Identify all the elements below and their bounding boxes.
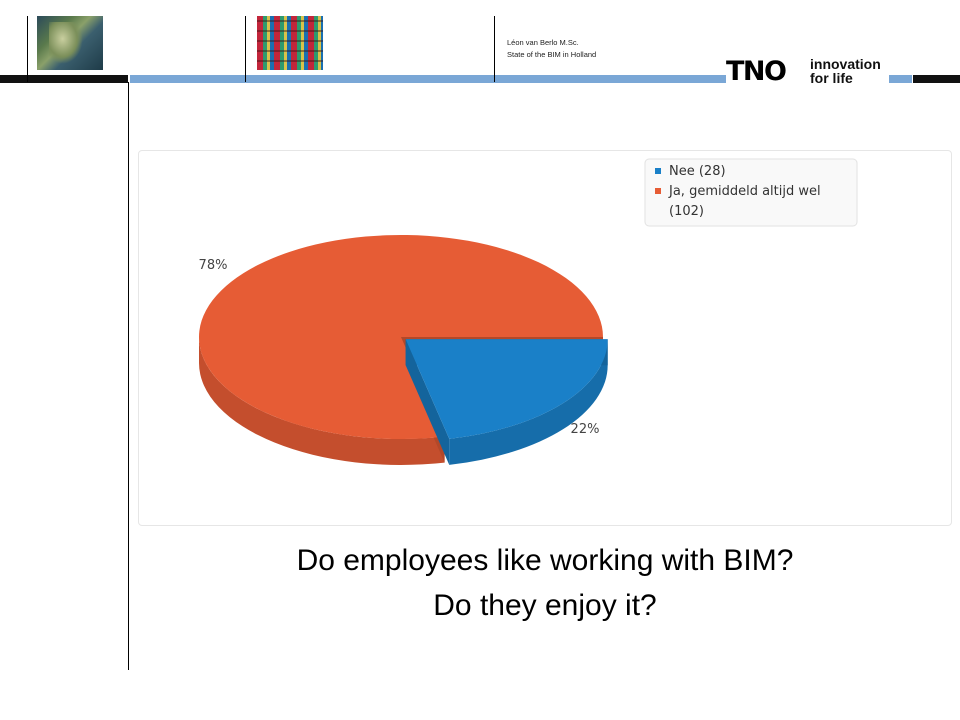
pie-percent-label-1: 78% <box>199 258 228 273</box>
header-divider-2 <box>245 16 246 82</box>
author-name: Léon van Berlo M.Sc. <box>507 38 579 47</box>
legend-swatch-1 <box>655 188 661 194</box>
pie-percent-label-0: 22% <box>571 422 600 437</box>
pie-slice-top-1 <box>199 235 604 439</box>
tno-tagline: innovation for life <box>810 57 889 85</box>
pie-slice-top-0 <box>405 339 608 439</box>
pie-slice-0 <box>405 339 608 465</box>
legend-swatch-0 <box>655 168 661 174</box>
pie-slice-wall-0-1 <box>405 339 450 465</box>
legend-label-0: Nee (28) <box>669 164 726 179</box>
header-rule-right <box>913 75 960 83</box>
question-line-2: Do they enjoy it? <box>433 589 657 622</box>
legend-label-1: Ja, gemiddeld altijd wel <box>668 184 821 199</box>
tno-tagline-line1: innovation <box>810 56 881 72</box>
header-text: Léon van Berlo M.Sc. State of the BIM in… <box>507 37 596 61</box>
pie-chart: 22% 78% Nee (28) Ja, gemiddeld altijd wel (1… <box>199 158 858 465</box>
header-divider-1 <box>27 16 28 82</box>
pie-slice-side-0 <box>449 339 608 465</box>
left-margin-line <box>128 82 129 670</box>
tno-tagline-line2: for life <box>810 70 853 86</box>
pie-slice-side-1 <box>199 337 445 465</box>
legend-label-2: (102) <box>669 204 704 219</box>
presentation-subtitle: State of the BIM in Holland <box>507 50 597 59</box>
industrial-pipes-image <box>257 16 323 70</box>
tno-logo-mark: TNO <box>726 58 790 86</box>
header-rule-left <box>0 75 128 83</box>
chart-panel: 22% 78% Nee (28) Ja, gemiddeld altijd wel (1… <box>138 150 952 526</box>
header-divider-3 <box>494 16 495 82</box>
header-rule-blue <box>130 75 728 83</box>
question-line-1: Do employees like working with BIM? <box>296 544 794 577</box>
satellite-map-image <box>37 16 103 70</box>
chart-legend: Nee (28) Ja, gemiddeld altijd wel (102) <box>644 158 858 227</box>
